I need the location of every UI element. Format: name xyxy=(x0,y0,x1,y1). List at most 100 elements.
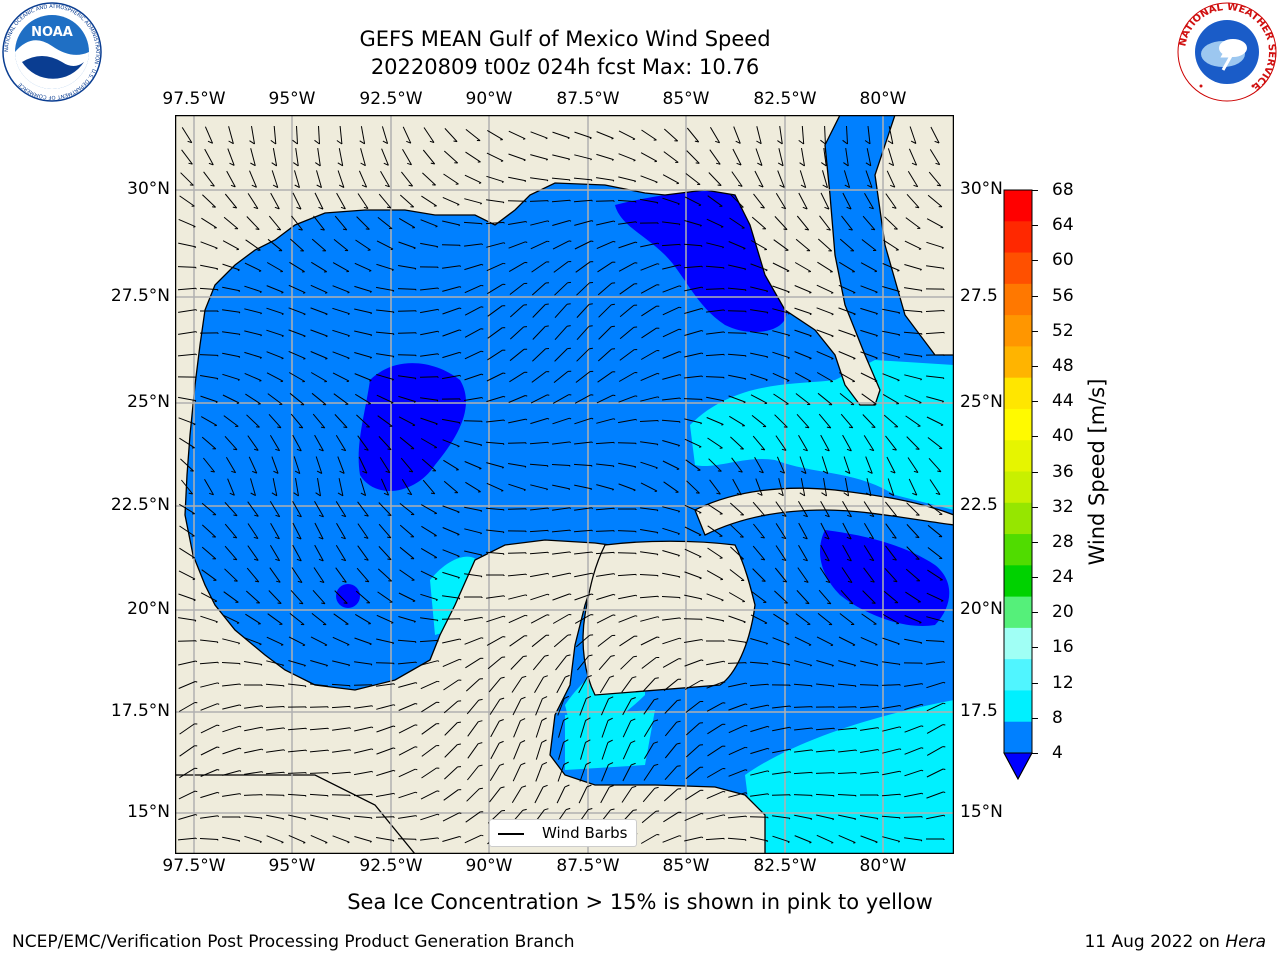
wind-barb-feather xyxy=(701,308,704,310)
wind-barb-feather xyxy=(250,492,256,497)
wind-barb xyxy=(574,441,592,445)
wind-barb-feather xyxy=(567,137,570,140)
wind-barb xyxy=(270,522,280,540)
wind-barb-feather xyxy=(744,378,747,380)
wind-barb xyxy=(465,129,481,141)
wind-barb xyxy=(576,304,590,318)
wind-barb xyxy=(376,704,394,710)
wind-barb xyxy=(929,149,941,165)
wind-barb xyxy=(860,307,878,315)
wind-barb xyxy=(247,435,259,451)
wind-barb xyxy=(883,414,899,428)
wind-barb xyxy=(904,837,922,841)
wind-barb xyxy=(843,456,851,474)
wind-barb-feather xyxy=(261,726,264,729)
wind-barb xyxy=(442,836,460,842)
wind-barb xyxy=(838,329,856,337)
wind-barb-feather xyxy=(826,228,831,231)
wind-barb-feather xyxy=(937,470,942,473)
wind-barb xyxy=(203,171,215,187)
wind-barb-feather xyxy=(568,240,572,242)
wind-barb xyxy=(684,836,702,842)
wind-barb xyxy=(420,617,438,621)
wind-barb xyxy=(750,704,768,710)
lat-label-left: 22.5°N xyxy=(110,495,170,515)
wind-barb xyxy=(531,261,547,273)
wind-barb xyxy=(837,683,857,687)
wind-barb xyxy=(662,221,680,225)
wind-barb xyxy=(882,705,900,709)
wind-barb-feather xyxy=(547,465,549,468)
wind-barb-feather xyxy=(760,448,765,451)
wind-barb xyxy=(706,309,724,313)
wind-barb xyxy=(465,657,481,669)
wind-barb xyxy=(751,216,767,230)
wind-barb-feather xyxy=(745,682,748,685)
wind-barb-feather xyxy=(809,292,812,294)
wind-barb xyxy=(579,698,587,716)
wind-barb-feather xyxy=(500,676,505,679)
wind-barb-feather xyxy=(238,840,241,842)
wind-barb xyxy=(778,478,784,496)
wind-barb-feather xyxy=(385,184,390,188)
wind-barb-feather xyxy=(304,685,307,688)
wind-barb-feather xyxy=(481,637,484,639)
wind-barb-feather xyxy=(609,675,615,678)
wind-barb-feather xyxy=(192,578,196,581)
wind-barb-feather xyxy=(876,818,879,820)
wind-barb-feather xyxy=(547,507,549,510)
wind-barb xyxy=(596,394,614,404)
wind-barb-feather xyxy=(877,771,879,774)
wind-barb-feather xyxy=(635,395,638,397)
wind-barb-feather xyxy=(541,717,547,721)
wind-barb xyxy=(662,617,680,621)
wind-barb xyxy=(398,768,416,778)
wind-barb xyxy=(513,742,521,760)
lat-label-right: 27.5 xyxy=(960,286,998,306)
wind-barb-feather xyxy=(921,792,924,795)
wind-barb-feather xyxy=(844,184,850,189)
wind-barb-feather xyxy=(847,580,853,583)
wind-barb-feather xyxy=(611,159,614,161)
colorbar-segment xyxy=(1004,502,1032,535)
wind-barb-feather xyxy=(846,206,852,210)
wind-barb xyxy=(177,353,197,357)
wind-barb xyxy=(464,528,482,534)
wind-barb-feather xyxy=(546,158,548,161)
wind-barb xyxy=(597,371,613,383)
wind-barb xyxy=(815,793,835,797)
wind-barb-feather xyxy=(610,655,615,657)
wind-barb xyxy=(398,703,416,711)
wind-barb-feather xyxy=(347,841,350,844)
wind-barb xyxy=(179,195,195,207)
wind-barb xyxy=(552,614,570,624)
wind-barb-feather xyxy=(809,841,812,844)
wind-barb-feather xyxy=(563,761,569,765)
wind-barb xyxy=(730,546,744,560)
wind-barb-feather xyxy=(760,558,765,561)
wind-barb-feather xyxy=(798,139,804,145)
wind-barb xyxy=(223,216,239,230)
wind-barb xyxy=(200,264,218,270)
colorbar-tick-label: 48 xyxy=(1052,355,1074,376)
wind-barb xyxy=(375,662,395,664)
wind-barb xyxy=(706,814,724,820)
colorbar-tick-mark xyxy=(1032,365,1038,367)
wind-barb xyxy=(619,326,635,340)
wind-barb xyxy=(794,262,812,272)
wind-barb-feather xyxy=(437,680,440,683)
wind-barb-feather xyxy=(810,818,813,821)
wind-barb-feather xyxy=(525,594,528,597)
wind-barb xyxy=(882,263,900,271)
wind-barb-feather xyxy=(632,676,637,679)
wind-barb xyxy=(574,131,592,139)
wind-barb-feather xyxy=(609,785,614,788)
wind-barb xyxy=(881,684,901,686)
lat-label-right: 25°N xyxy=(960,392,1003,412)
wind-barb xyxy=(224,501,238,517)
wind-barb xyxy=(354,661,372,665)
wind-barb-feather xyxy=(653,741,659,744)
wind-barb xyxy=(684,438,702,448)
wind-barb xyxy=(904,638,922,644)
lat-label-left: 30°N xyxy=(127,179,170,199)
